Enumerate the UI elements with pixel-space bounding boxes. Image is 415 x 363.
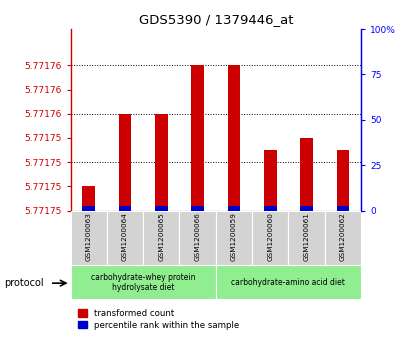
Bar	[179, 211, 216, 265]
Text: GSM1200065: GSM1200065	[159, 212, 164, 261]
Bar	[288, 211, 325, 265]
Bar	[191, 65, 204, 211]
Bar	[82, 206, 95, 211]
Text: carbohydrate-whey protein
hydrolysate diet: carbohydrate-whey protein hydrolysate di…	[91, 273, 195, 292]
Bar	[71, 211, 107, 265]
Bar	[82, 186, 95, 211]
Bar	[216, 211, 252, 265]
Bar	[300, 138, 313, 211]
Text: protocol: protocol	[4, 278, 44, 288]
Text: GSM1200066: GSM1200066	[195, 212, 200, 261]
Text: GSM1200061: GSM1200061	[304, 212, 310, 261]
Text: GSM1200062: GSM1200062	[340, 212, 346, 261]
Bar	[107, 211, 143, 265]
Bar	[227, 65, 240, 211]
Bar	[119, 114, 132, 211]
Bar	[264, 206, 277, 211]
Bar	[337, 206, 349, 211]
Bar	[216, 265, 361, 299]
Text: carbohydrate-amino acid diet: carbohydrate-amino acid diet	[232, 278, 345, 287]
Text: GSM1200063: GSM1200063	[86, 212, 92, 261]
Text: GSM1200064: GSM1200064	[122, 212, 128, 261]
Bar	[325, 211, 361, 265]
Bar	[300, 206, 313, 211]
Bar	[252, 211, 288, 265]
Bar	[191, 206, 204, 211]
Bar	[227, 206, 240, 211]
Bar	[119, 206, 132, 211]
Text: GSM1200059: GSM1200059	[231, 212, 237, 261]
Bar	[264, 150, 277, 211]
Bar	[155, 114, 168, 211]
Legend: transformed count, percentile rank within the sample: transformed count, percentile rank withi…	[75, 306, 242, 333]
Title: GDS5390 / 1379446_at: GDS5390 / 1379446_at	[139, 13, 293, 26]
Bar	[71, 265, 216, 299]
Bar	[155, 206, 168, 211]
Bar	[143, 211, 179, 265]
Bar	[337, 150, 349, 211]
Text: GSM1200060: GSM1200060	[267, 212, 273, 261]
